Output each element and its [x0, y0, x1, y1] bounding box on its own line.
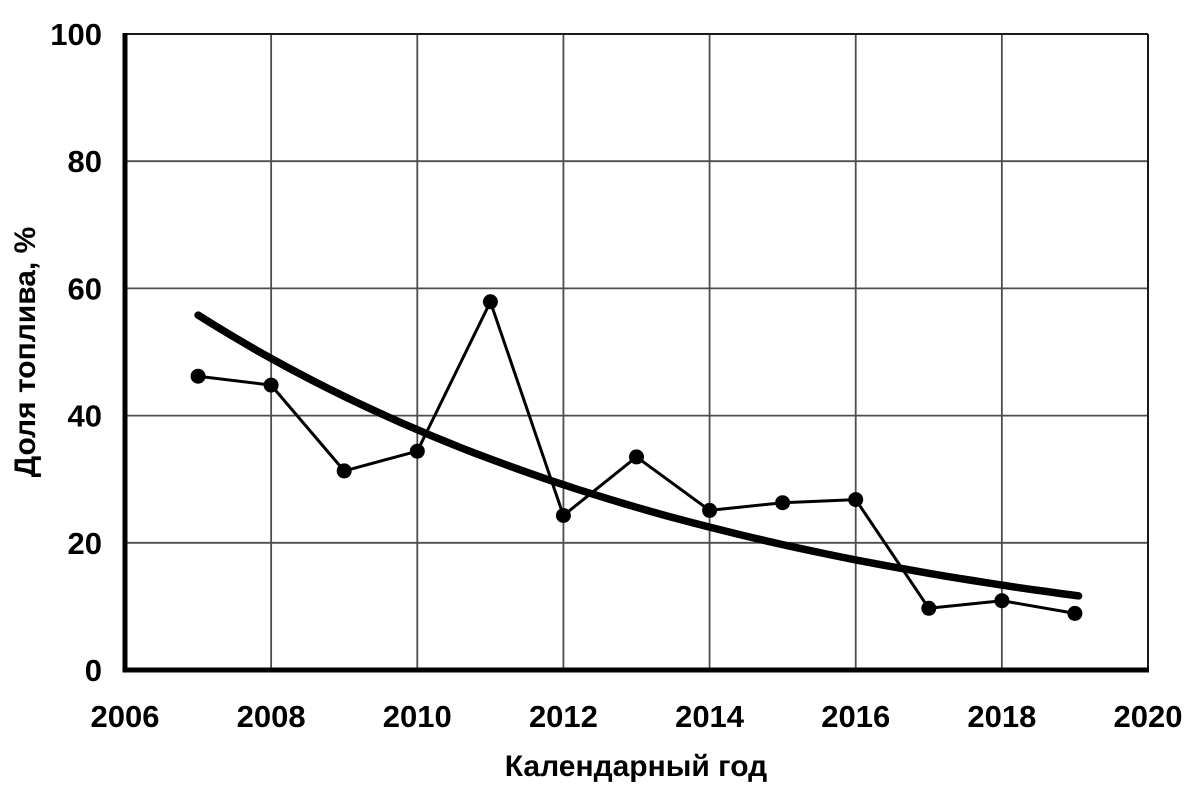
y-tick-label: 100: [50, 17, 102, 52]
y-tick-label: 0: [85, 653, 102, 688]
data-point-marker: [994, 593, 1010, 609]
x-tick-label: 2012: [529, 699, 598, 734]
trend-curve: [194, 311, 1083, 600]
data-point-marker: [555, 508, 571, 523]
data-point-marker: [409, 443, 425, 459]
x-tick-label: 2020: [1114, 699, 1183, 734]
data-point-marker: [1067, 605, 1083, 621]
y-tick-label: 80: [68, 144, 102, 179]
data-point-marker: [190, 368, 206, 384]
data-point-marker: [336, 463, 352, 479]
data-point-marker: [775, 495, 791, 511]
y-tick-label: 40: [68, 399, 102, 434]
x-tick-label: 2018: [967, 699, 1036, 734]
data-point-marker: [848, 492, 864, 508]
data-point-marker: [702, 502, 718, 518]
x-tick-label: 2008: [237, 699, 306, 734]
x-tick-label: 2014: [675, 699, 745, 734]
y-axis-title: Доля топлива, %: [9, 227, 42, 478]
data-point-marker: [629, 449, 644, 465]
data-point-marker: [482, 294, 498, 310]
data-point-marker: [263, 377, 279, 393]
x-tick-label: 2010: [383, 699, 452, 734]
data-point-marker: [921, 600, 937, 616]
x-axis-title: Календарный год: [505, 750, 767, 783]
y-tick-label: 20: [68, 526, 102, 561]
x-tick-label: 2016: [821, 699, 890, 734]
x-tick-label: 2006: [91, 699, 160, 734]
y-tick-label: 60: [68, 271, 102, 306]
